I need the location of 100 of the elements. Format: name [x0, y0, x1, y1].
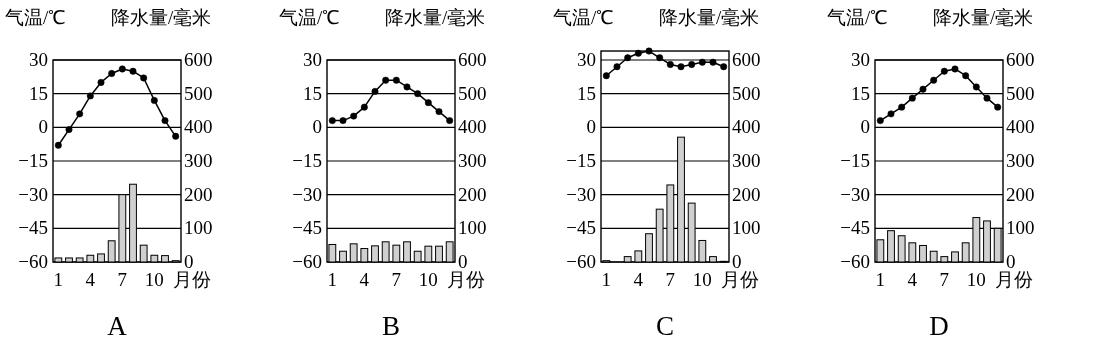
y-tick-label: 15 [851, 82, 870, 104]
point [994, 103, 1002, 111]
y2-tick-label: 300 [732, 150, 761, 172]
point [962, 72, 970, 80]
x-axis-title: 月份 [721, 269, 759, 290]
y2-tick-label: 400 [184, 116, 213, 138]
point [940, 67, 948, 75]
point [339, 117, 347, 125]
y-axis-title: 气温/℃ [5, 7, 67, 28]
point [54, 141, 62, 149]
y2-tick-label: 300 [184, 150, 213, 171]
y2-tick-label: 400 [458, 116, 487, 138]
y-tick-label: −45 [292, 217, 322, 239]
x-axis-title: 月份 [995, 269, 1033, 290]
point [876, 117, 884, 125]
point [435, 108, 443, 116]
y-tick-label: 30 [577, 49, 596, 70]
point [382, 76, 390, 84]
y2-tick-label: 0 [732, 251, 742, 272]
y2-tick-label: 200 [458, 183, 487, 205]
point [677, 63, 685, 71]
x-tick-label: 7 [665, 269, 676, 290]
y-axis-title: 气温/℃ [827, 7, 889, 28]
y2-tick-label: 200 [184, 183, 213, 205]
y2-tick-label: 100 [732, 217, 761, 239]
point [688, 61, 696, 68]
x-tick-label: 10 [966, 269, 986, 290]
point [908, 94, 916, 102]
y-tick-label: −45 [840, 217, 870, 239]
point [602, 72, 610, 80]
point [161, 117, 169, 125]
y-tick-label: −60 [292, 251, 322, 272]
x-tick-label: 7 [391, 269, 402, 290]
x-tick-label: 4 [907, 269, 918, 290]
point [403, 83, 411, 91]
point [328, 117, 336, 125]
y2-tick-label: 600 [184, 49, 213, 70]
point [930, 76, 938, 84]
x-tick-label: 1 [875, 269, 886, 290]
point [150, 96, 158, 104]
y2-tick-label: 400 [732, 116, 761, 138]
y2-tick-label: 0 [184, 251, 194, 272]
point [634, 49, 642, 57]
x-tick-label: 7 [939, 269, 950, 290]
y2-axis-title: 降水量/毫米 [111, 7, 212, 28]
y2-tick-label: 500 [184, 82, 213, 104]
y2-tick-label: 600 [1006, 49, 1035, 70]
point [720, 63, 728, 71]
y-axis-title: 气温/℃ [553, 7, 615, 28]
y-tick-label: 30 [303, 49, 322, 70]
y2-tick-label: 500 [732, 82, 761, 104]
y-tick-label: −30 [840, 183, 870, 205]
point [392, 76, 400, 84]
point [129, 67, 137, 75]
y2-tick-label: 100 [184, 217, 213, 239]
y2-tick-label: 300 [458, 150, 487, 171]
y2-axis-title: 降水量/毫米 [659, 7, 760, 28]
y-tick-label: −60 [18, 251, 48, 272]
x-tick-label: 4 [359, 269, 370, 290]
y-tick-label: 0 [312, 116, 322, 138]
y-tick-label: −60 [840, 251, 870, 272]
y-tick-label: 0 [860, 116, 870, 138]
point [951, 65, 959, 73]
point [898, 103, 906, 111]
y-tick-label: −15 [18, 150, 48, 171]
y2-tick-label: 600 [732, 49, 761, 71]
y2-axis-title: 降水量/毫米 [385, 7, 486, 28]
point [97, 78, 105, 86]
point [140, 74, 148, 82]
point [108, 70, 116, 77]
point [118, 65, 126, 73]
x-tick-label: 1 [53, 269, 64, 290]
y2-tick-label: 500 [458, 82, 487, 104]
x-tick-label: 4 [85, 269, 96, 290]
y-tick-label: −45 [566, 217, 596, 239]
y2-tick-label: 100 [1006, 217, 1035, 239]
y-tick-label: −15 [292, 150, 322, 171]
y-tick-label: 0 [586, 116, 596, 138]
y2-tick-label: 400 [1006, 116, 1035, 138]
y2-tick-label: 500 [1006, 82, 1035, 104]
y-axis-title: 气温/℃ [279, 7, 341, 28]
x-tick-label: 7 [117, 269, 128, 290]
y-tick-label: −15 [840, 150, 870, 171]
point [972, 83, 980, 91]
point [360, 103, 368, 111]
y-tick-label: 30 [29, 49, 48, 70]
point [613, 63, 621, 71]
y-tick-label: −30 [292, 183, 322, 205]
y-tick-label: −30 [566, 183, 596, 205]
x-tick-label: 4 [633, 269, 644, 290]
x-tick-label: 10 [144, 269, 164, 290]
point [645, 47, 653, 55]
point [919, 85, 927, 93]
y-tick-label: 30 [851, 49, 870, 70]
text: A [107, 311, 128, 341]
point [414, 90, 422, 98]
text: D [929, 311, 949, 341]
point [887, 110, 895, 118]
y2-tick-label: 300 [1006, 150, 1035, 171]
y2-tick-label: 200 [1006, 183, 1035, 205]
